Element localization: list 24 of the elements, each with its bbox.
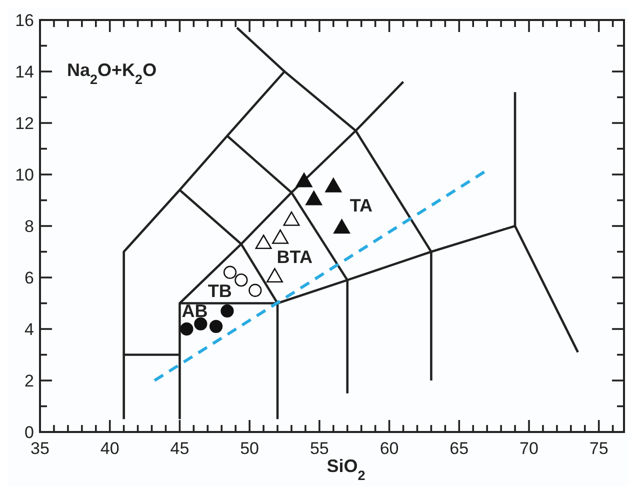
y-tick-label: 0: [24, 422, 34, 442]
x-tick-label: 60: [380, 439, 399, 458]
x-tick-label: 65: [450, 439, 469, 458]
y-tick-label: 8: [24, 216, 34, 236]
annotation: TA: [350, 196, 373, 216]
y-tick-label: 4: [24, 320, 34, 339]
x-tick-label: 45: [170, 439, 190, 458]
x-axis-title: SiO$_{2}$: [326, 456, 366, 482]
x-tick-label: 35: [30, 439, 50, 458]
y-tick-label: 10: [15, 165, 34, 184]
x-tick-label: 40: [100, 439, 120, 458]
y-tick-label: 16: [15, 10, 34, 30]
annotation: BTA: [276, 247, 312, 268]
y-tick-label: 12: [15, 114, 34, 133]
annotation: TB: [208, 280, 232, 301]
y-tick-label: 2: [24, 371, 34, 390]
x-tick-label: 50: [240, 439, 260, 458]
y-tick-label: 6: [24, 268, 34, 288]
x-tick-label: 70: [520, 439, 538, 458]
x-tick-label: 75: [589, 439, 608, 458]
x-tick-label: 55: [310, 439, 329, 458]
y-tick-label: 14: [15, 62, 34, 82]
y-axis-title: Na$_{2}$O+K$_{2}$O: [67, 60, 157, 86]
annotation: AB: [182, 301, 208, 322]
